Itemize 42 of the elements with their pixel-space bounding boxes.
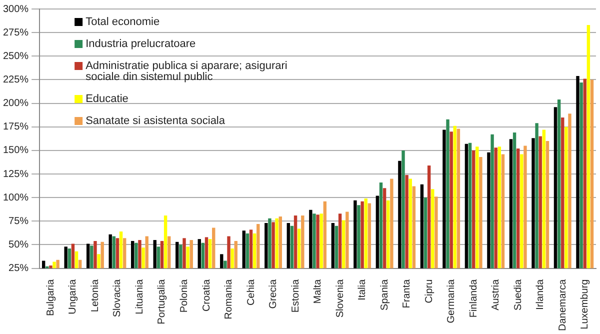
x-tick-label: Grecia <box>268 278 280 309</box>
y-tick-label: 50% <box>8 239 29 250</box>
x-tick-label: Finlanda <box>468 278 480 318</box>
y-tick-label: 75% <box>8 216 29 227</box>
x-tick-label: Franta <box>402 278 413 308</box>
x-tick-label: Romania <box>224 278 235 320</box>
x-tick-label: Austria <box>490 278 502 310</box>
x-tick-label: Slovacia <box>112 278 124 318</box>
x-tick-label: Estonia <box>290 278 302 313</box>
x-tick-label: Irlanda <box>535 278 546 310</box>
x-tick-label: Bulgaria <box>45 278 56 316</box>
y-tick-label: 275% <box>3 27 29 38</box>
y-tick-label: 150% <box>3 145 29 156</box>
x-tick-label: Cipru <box>424 279 435 304</box>
legend-label: Total economie <box>86 16 160 28</box>
x-tick-label: Portugalia <box>156 278 168 324</box>
legend-label: Educatie <box>86 93 128 106</box>
y-tick-label: 225% <box>3 74 29 86</box>
y-tick-label: 250% <box>3 50 29 62</box>
x-tick-label: Germania <box>446 278 458 324</box>
x-tick-label: Letonia <box>90 278 101 312</box>
x-tick-label: Luxemburg <box>580 279 591 330</box>
y-tick-label: 175% <box>3 122 29 133</box>
x-tick-label: Malta <box>312 278 324 304</box>
x-tick-label: Italia <box>357 278 368 300</box>
legend-label: Administratie publica si aparare; asigurari sociale din sistemul public <box>86 60 288 84</box>
y-tick-label: 300% <box>3 4 29 15</box>
x-tick-label: Croatia <box>201 278 212 312</box>
y-tick-label: 100% <box>3 192 29 204</box>
legend-label: Industria prelucratoare <box>86 38 196 50</box>
y-tick-label: 25% <box>8 263 29 274</box>
x-tick-label: Lituania <box>134 278 146 314</box>
x-tick-label: Ungaria <box>68 278 79 314</box>
x-tick-label: Suedia <box>512 278 524 310</box>
x-tick-label: Spania <box>379 278 390 310</box>
y-tick-label: 125% <box>3 168 29 180</box>
x-tick-label: Slovenia <box>334 278 346 318</box>
x-tick-label: Danemarca <box>557 278 568 332</box>
y-tick-label: 200% <box>3 98 29 110</box>
legend-label: Sanatate si asistenta sociala <box>86 115 226 128</box>
x-tick-label: Polonia <box>178 278 190 313</box>
x-tick-label: Cehia <box>246 278 257 306</box>
